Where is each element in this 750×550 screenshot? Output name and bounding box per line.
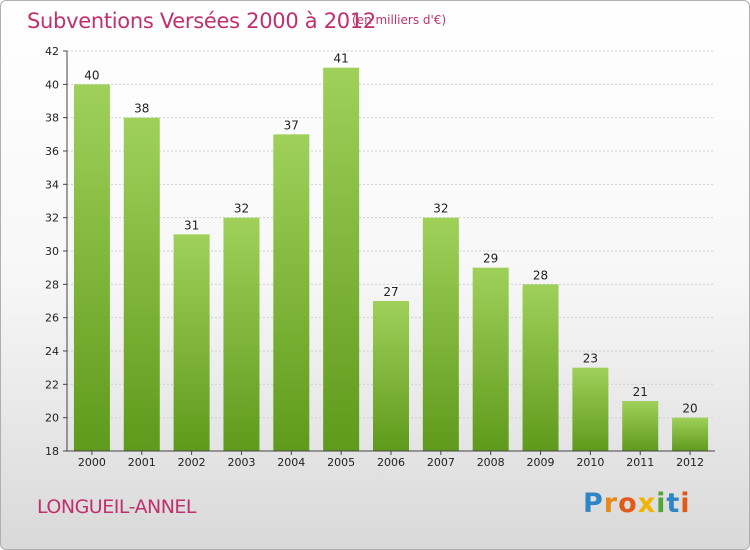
y-tick-label: 32: [45, 212, 59, 225]
y-tick-label: 34: [45, 178, 59, 191]
bar-2012: [672, 417, 709, 451]
y-tick-label: 18: [45, 445, 59, 458]
y-tick-label: 20: [45, 412, 59, 425]
y-tick-label: 22: [45, 378, 59, 391]
bar-2004: [273, 134, 310, 452]
x-tick-label-2007: 2007: [427, 456, 455, 469]
value-label-2004: 37: [284, 118, 299, 132]
bar-2011: [622, 401, 659, 451]
y-tick-label: 36: [45, 145, 59, 158]
value-label-2000: 40: [84, 68, 99, 82]
x-tick-label-2009: 2009: [527, 456, 555, 469]
value-label-2005: 41: [334, 52, 349, 66]
x-tick-label-2006: 2006: [377, 456, 405, 469]
y-tick-label: 26: [45, 312, 59, 325]
bar-2000: [73, 84, 110, 451]
bar-2003: [223, 217, 260, 451]
bar-2007: [422, 217, 459, 451]
y-tick-label: 28: [45, 278, 59, 291]
x-tick-label-2004: 2004: [277, 456, 305, 469]
x-tick-label-2002: 2002: [178, 456, 206, 469]
x-tick-label-2000: 2000: [78, 456, 106, 469]
x-tick-label-2010: 2010: [576, 456, 604, 469]
value-label-2009: 28: [533, 268, 548, 282]
value-label-2007: 32: [433, 202, 448, 216]
bar-2005: [323, 67, 360, 452]
value-label-2012: 20: [682, 402, 697, 416]
x-tick-label-2003: 2003: [227, 456, 255, 469]
y-tick-label: 24: [45, 345, 59, 358]
bar-2009: [522, 284, 559, 451]
chart-subtitle: (en milliers d'€): [352, 13, 447, 27]
value-label-2011: 21: [633, 385, 648, 399]
x-tick-label-2005: 2005: [327, 456, 355, 469]
bar-2010: [572, 367, 609, 451]
value-label-2003: 32: [234, 202, 249, 216]
x-tick-label-2012: 2012: [676, 456, 704, 469]
value-label-2008: 29: [483, 252, 498, 266]
y-tick-label: 30: [45, 245, 59, 258]
y-tick-label: 40: [45, 78, 59, 91]
y-tick-label: 42: [45, 45, 59, 58]
value-label-2010: 23: [583, 352, 598, 366]
value-label-2002: 31: [184, 218, 199, 232]
bar-2001: [123, 117, 160, 452]
bar-2006: [373, 301, 409, 451]
y-tick-label: 38: [45, 112, 59, 125]
commune-name: LONGUEIL-ANNEL: [37, 496, 197, 518]
value-label-2006: 27: [383, 285, 398, 299]
value-label-2001: 38: [134, 102, 149, 116]
axes: [63, 50, 715, 455]
chart-title: Subventions Versées 2000 à 2012: [27, 9, 376, 33]
x-tick-label-2011: 2011: [626, 456, 654, 469]
x-tick-label-2008: 2008: [477, 456, 505, 469]
bars: [73, 67, 709, 452]
labels: 18 20 22 24 26 28 30 32 34 36 38 40 42 40 2000 38 2001 31…: [45, 45, 704, 469]
proxiti-logo: Proxiti: [583, 488, 691, 519]
bar-2008: [472, 267, 509, 451]
x-tick-label-2001: 2001: [128, 456, 156, 469]
bar-2002: [173, 234, 210, 451]
